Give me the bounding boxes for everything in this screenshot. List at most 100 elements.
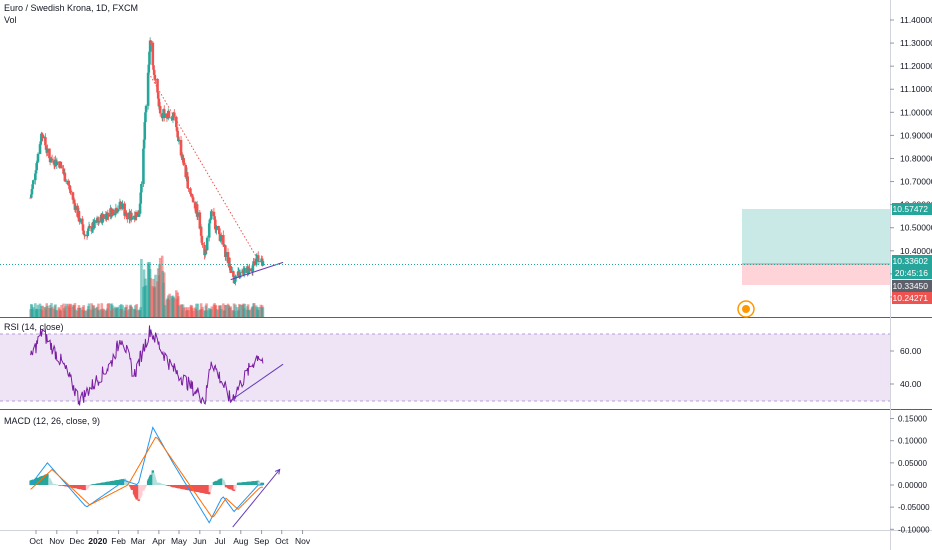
candle-body (142, 148, 145, 184)
volume-bar (140, 258, 143, 317)
macd-histogram-bar (102, 482, 106, 485)
macd-histogram-bar (168, 485, 171, 487)
candle-body (62, 168, 65, 174)
macd-histogram-bar (224, 485, 228, 488)
candle-body (205, 237, 209, 251)
candle-body (40, 133, 44, 135)
macd-histogram-bar (140, 485, 143, 496)
candle-body (219, 240, 222, 242)
candle-body (146, 72, 150, 106)
volume-bar (195, 303, 198, 317)
volume-bar (46, 305, 49, 317)
candle-body (59, 161, 63, 166)
macd-histogram-bar (191, 485, 195, 492)
candle-body (63, 172, 67, 182)
position-target-zone[interactable] (742, 209, 890, 264)
candle-body (189, 188, 192, 194)
candle-body (46, 148, 49, 153)
candle-body (158, 106, 162, 114)
candle-body (156, 78, 159, 93)
svg-text:10.33602: 10.33602 (893, 256, 929, 266)
candle-body (209, 219, 212, 221)
candle-body (217, 226, 220, 229)
volume-bar (102, 309, 106, 317)
candle-body (257, 261, 261, 262)
macd-histogram-bar (88, 484, 91, 486)
candle-body (162, 109, 166, 118)
candle-body (240, 271, 244, 273)
candle-body (64, 180, 68, 182)
price-tag-target: 10.57472 (892, 203, 932, 215)
candle-body (195, 204, 199, 217)
candle-body (115, 208, 118, 213)
candle-body (234, 275, 237, 282)
time-tick-label: Nov (49, 536, 65, 546)
time-tick-label: Oct (29, 536, 43, 546)
candle-body (229, 266, 233, 273)
candle-body (113, 213, 117, 216)
candle-body (57, 161, 61, 163)
volume-bar (54, 304, 57, 317)
drawings-layer[interactable] (148, 72, 284, 528)
volume-bar (257, 307, 261, 317)
candle-body (147, 64, 151, 73)
candle-body (69, 190, 73, 193)
candle-body (224, 252, 228, 257)
volume-bar (163, 305, 167, 317)
candle-body (198, 212, 202, 229)
candle-body (236, 271, 240, 276)
candle-body (144, 112, 147, 123)
macd-histogram-bar (210, 485, 213, 488)
macd-signal-line (30, 436, 263, 518)
volume-bar (50, 307, 54, 317)
macd-histogram-bar (50, 483, 54, 485)
candle-body (87, 228, 90, 232)
volume-bar (107, 303, 110, 317)
macd-histogram-bar (196, 485, 200, 493)
macd-histogram-bar (65, 485, 68, 487)
macd-histogram-bar (248, 481, 251, 485)
volume-bar (234, 304, 237, 317)
volume-bar (261, 307, 265, 317)
candle-body (252, 261, 256, 266)
macd-tick-label: 0.10000 (898, 437, 927, 446)
macd-tick-label: 0.15000 (898, 415, 927, 424)
candle-body (148, 51, 151, 65)
price-tick-label: 11.40000 (900, 15, 932, 25)
candle-body (125, 212, 128, 218)
position-stop-zone[interactable] (742, 264, 890, 285)
price-tick-label: 10.40000 (900, 246, 932, 256)
candle-body (121, 203, 124, 209)
candle-body (36, 153, 40, 162)
candle-body (186, 176, 190, 189)
candle-body (32, 180, 35, 185)
candle-body (199, 226, 203, 236)
candle-body (126, 217, 129, 220)
macd-histogram-bar (116, 479, 120, 485)
candle-body (212, 211, 216, 217)
candle-body (60, 165, 63, 169)
candle-body (123, 214, 127, 216)
candle-body (97, 221, 101, 223)
volume-bar (248, 310, 251, 317)
time-axis[interactable]: Oct Nov Dec 2020 Feb Mar Apr May Jun Jul Aug Sep Oct… (29, 530, 311, 546)
candle-body (182, 158, 186, 165)
tradingview-logo-badge[interactable] (737, 300, 755, 318)
macd-histogram-bar (87, 485, 91, 486)
candle-body (179, 139, 183, 156)
macd-histogram-bar (144, 484, 148, 486)
candle-body (165, 113, 169, 119)
candle-body (238, 272, 242, 278)
price-tick-label: 11.20000 (900, 61, 932, 71)
candle-body (247, 271, 251, 275)
candle-body (115, 211, 119, 213)
volume-bar (191, 310, 195, 317)
candle-body (34, 170, 38, 174)
macd-histogram-bar (223, 483, 226, 485)
macd-histogram-bar (201, 485, 204, 493)
candle-body (251, 265, 255, 272)
rsi-title: RSI (14, close) (4, 322, 64, 332)
candle-body (209, 211, 213, 220)
volume-bar (182, 307, 186, 317)
